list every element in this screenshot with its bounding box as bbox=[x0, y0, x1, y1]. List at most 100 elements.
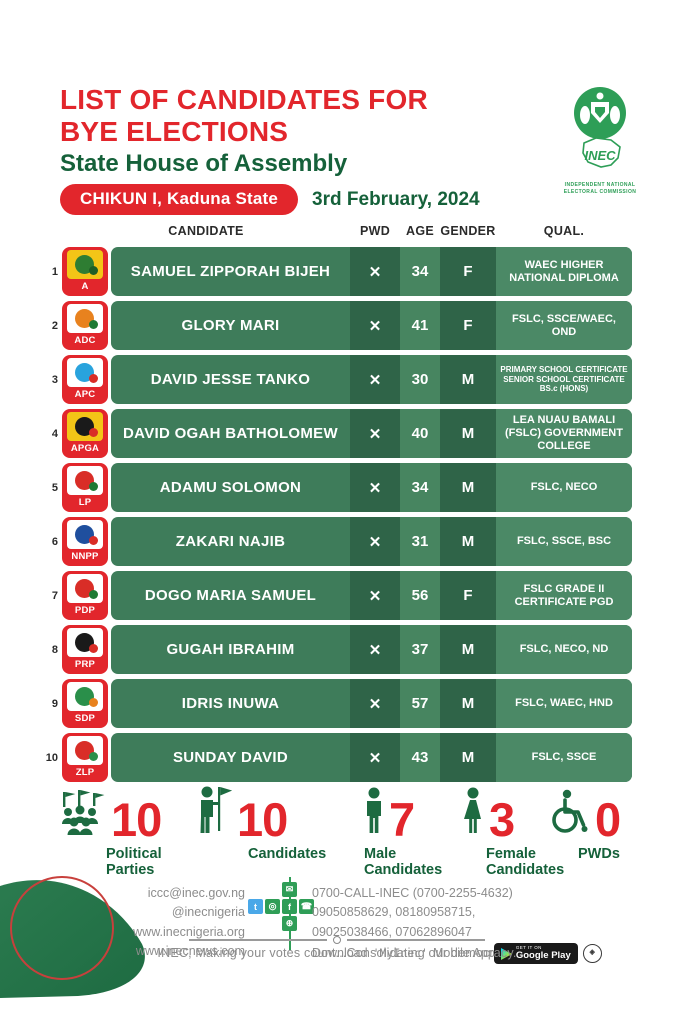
candidate-name: DAVID JESSE TANKO bbox=[150, 371, 311, 388]
party-emblem-mark2 bbox=[89, 320, 98, 329]
stat-value: 0 bbox=[595, 793, 621, 847]
female-icon bbox=[462, 787, 484, 840]
pwd-mark: ✕ bbox=[350, 247, 400, 296]
location-badge: CHIKUN I, Kaduna State bbox=[60, 184, 299, 215]
party-abbr: ADC bbox=[74, 335, 96, 346]
row-cells: ZAKARI NAJIB ✕ 31 M FSLC, SSCE, BSC bbox=[111, 517, 632, 566]
pwd-mark: ✕ bbox=[350, 409, 400, 458]
row-number: 8 bbox=[51, 643, 58, 656]
party-emblem-mark2 bbox=[89, 644, 98, 653]
qualification-value: FSLC, WAEC, HND bbox=[496, 679, 632, 728]
age-value: 56 bbox=[400, 571, 440, 620]
male-icon bbox=[364, 787, 384, 840]
stat-label: Male Candidates bbox=[364, 846, 443, 879]
tagline-text: INEC, Making your votes count...Consolid… bbox=[157, 946, 517, 960]
location-date-row: CHIKUN I, Kaduna State 3rd February, 202… bbox=[60, 184, 480, 215]
stat-label: PWDs bbox=[578, 846, 620, 862]
google-play-badge: GET IT ON Google Play bbox=[493, 943, 578, 965]
qualification-value: PRIMARY SCHOOL CERTIFICATE SENIOR SCHOOL… bbox=[496, 355, 632, 404]
gender-value: M bbox=[440, 625, 496, 674]
stat-candidates: 10 Candidates bbox=[196, 786, 364, 878]
column-header-pwd: PWD bbox=[359, 224, 391, 238]
stat-male-candidates: 7 Male Candidates bbox=[364, 787, 462, 879]
approval-seal-icon: ◈ bbox=[582, 944, 602, 964]
political-parties-icon bbox=[58, 789, 106, 840]
age-value: 37 bbox=[400, 625, 440, 674]
gender-value: F bbox=[440, 571, 496, 620]
social-cross: ✉ t ◎ f ☎ ⊕ bbox=[248, 882, 314, 931]
pwd-mark: ✕ bbox=[350, 301, 400, 350]
qualification-value: FSLC, SSCE bbox=[496, 733, 632, 782]
table-row: 2 ADC GLORY MARI ✕ 41 F FSLC, SSCE/WAEC, OND bbox=[52, 301, 632, 350]
candidate-name: ADAMU SOLOMON bbox=[159, 479, 302, 496]
party-abbr: A bbox=[81, 281, 89, 292]
row-body: LP ADAMU SOLOMON ✕ 34 M FSLC, NECO bbox=[62, 463, 632, 512]
download-line: Download 'MyInec' Mobile App GET IT ON G… bbox=[312, 943, 602, 965]
gender-value: M bbox=[440, 679, 496, 728]
party-logo-nnpp: NNPP bbox=[62, 517, 108, 566]
row-cells: SAMUEL ZIPPORAH BIJEH ✕ 34 F WAEC HIGHER NAT… bbox=[111, 247, 632, 296]
row-number: 10 bbox=[45, 751, 58, 764]
stat-label: Political Parties bbox=[106, 846, 162, 879]
stat-top: 7 bbox=[364, 787, 462, 847]
party-emblem-icon bbox=[67, 682, 103, 711]
instagram-icon: ◎ bbox=[265, 899, 280, 914]
row-cells: DOGO MARIA SAMUEL ✕ 56 F FSLC GRADE II CERTI… bbox=[111, 571, 632, 620]
stat-value: 10 bbox=[111, 793, 162, 847]
table-row: 6 NNPP ZAKARI NAJIB ✕ 31 M FSLC, SSCE, BSC bbox=[52, 517, 632, 566]
qualification-value: FSLC, NECO, ND bbox=[496, 625, 632, 674]
qualification-value: WAEC HIGHER NATIONAL DIPLOMA bbox=[496, 247, 632, 296]
table-row: 4 APGA DAVID OGAH BATHOLOMEW ✕ 40 M LEA NUAU B… bbox=[52, 409, 632, 458]
download-suffix: Mobile App bbox=[432, 945, 495, 960]
party-logo-apga: APGA bbox=[62, 409, 108, 458]
candidate-name: DOGO MARIA SAMUEL bbox=[144, 587, 317, 604]
gender-value: M bbox=[440, 733, 496, 782]
table-row: 8 PRP GUGAH IBRAHIM ✕ 37 M FSLC, NECO, ND bbox=[52, 625, 632, 674]
age-value: 30 bbox=[400, 355, 440, 404]
row-number: 5 bbox=[51, 481, 58, 494]
phone-icon: ☎ bbox=[299, 899, 314, 914]
gender-value: F bbox=[440, 247, 496, 296]
row-body: ADC GLORY MARI ✕ 41 F FSLC, SSCE/WAEC, OND bbox=[62, 301, 632, 350]
candidate-name: GLORY MARI bbox=[181, 317, 280, 334]
table-rows: 1 A SAMUEL ZIPPORAH BIJEH ✕ 34 F WAEC HIGHER N… bbox=[46, 247, 632, 782]
party-logo-sdp: SDP bbox=[62, 679, 108, 728]
row-number: 4 bbox=[51, 427, 58, 440]
column-header-qual: QUAL. bbox=[543, 224, 585, 238]
stat-value: 7 bbox=[389, 793, 415, 847]
age-value: 57 bbox=[400, 679, 440, 728]
party-abbr: NNPP bbox=[71, 551, 99, 562]
party-emblem-mark2 bbox=[89, 698, 98, 707]
decorative-ring bbox=[10, 876, 114, 980]
table-row: 1 A SAMUEL ZIPPORAH BIJEH ✕ 34 F WAEC HIGHER N… bbox=[52, 247, 632, 296]
stat-label: Female Candidates bbox=[486, 846, 565, 879]
summary-stats: 10 Political Parties 10 Candidates 7 Male Can… bbox=[58, 786, 621, 879]
row-number: 9 bbox=[51, 697, 58, 710]
party-abbr: APGA bbox=[70, 443, 100, 454]
table-row: 7 PDP DOGO MARIA SAMUEL ✕ 56 F FSLC GRADE II C… bbox=[52, 571, 632, 620]
row-body: ZLP SUNDAY DAVID ✕ 43 M FSLC, SSCE bbox=[62, 733, 632, 782]
age-value: 34 bbox=[400, 247, 440, 296]
qualification-value: FSLC, SSCE/WAEC, OND bbox=[496, 301, 632, 350]
party-logo-prp: PRP bbox=[62, 625, 108, 674]
party-abbr: PRP bbox=[74, 659, 96, 670]
stat-value: 3 bbox=[489, 793, 515, 847]
row-number: 1 bbox=[51, 265, 58, 278]
party-emblem-icon bbox=[67, 520, 103, 549]
age-value: 43 bbox=[400, 733, 440, 782]
party-emblem-mark2 bbox=[89, 428, 98, 437]
row-cells: GLORY MARI ✕ 41 F FSLC, SSCE/WAEC, OND bbox=[111, 301, 632, 350]
table-row: 9 SDP IDRIS INUWA ✕ 57 M FSLC, WAEC, HND bbox=[52, 679, 632, 728]
party-emblem-icon bbox=[67, 412, 103, 441]
party-logo-zlp: ZLP bbox=[62, 733, 108, 782]
age-value: 41 bbox=[400, 301, 440, 350]
table-row: 5 LP ADAMU SOLOMON ✕ 34 M FSLC, NECO bbox=[52, 463, 632, 512]
footer-link: www.inecnews.com bbox=[135, 944, 245, 959]
row-cells: GUGAH IBRAHIM ✕ 37 M FSLC, NECO, ND bbox=[111, 625, 632, 674]
row-body: NNPP ZAKARI NAJIB ✕ 31 M FSLC, SSCE, BSC bbox=[62, 517, 632, 566]
age-value: 34 bbox=[400, 463, 440, 512]
gender-value: M bbox=[440, 517, 496, 566]
wheelchair-icon bbox=[550, 789, 590, 840]
gender-value: M bbox=[440, 409, 496, 458]
pwd-mark: ✕ bbox=[350, 517, 400, 566]
